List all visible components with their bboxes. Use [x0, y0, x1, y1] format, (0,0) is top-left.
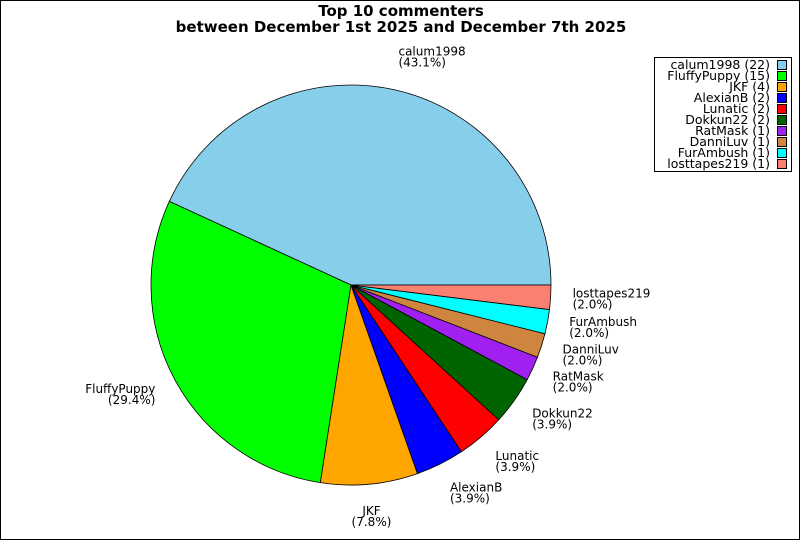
slice-percent: (2.0%): [563, 354, 603, 368]
title-line-2: between December 1st 2025 and December 7…: [175, 18, 627, 36]
slice-name: FluffyPuppy: [85, 382, 155, 396]
slice-name: Lunatic: [495, 449, 539, 463]
pie-slice-losttapes219: [350, 284, 552, 311]
slice-name: calum1998: [398, 44, 465, 58]
slice-percent: (2.0%): [569, 326, 609, 340]
legend-label: Dokkun22 (2): [685, 112, 770, 127]
legend-item: JKF (4): [655, 79, 791, 94]
legend-item: Lunatic (2): [655, 101, 791, 116]
slice-label: FluffyPuppy (29.4%): [85, 382, 155, 407]
legend-label: FluffyPuppy (15): [667, 68, 770, 83]
legend: calum1998 (22) FluffyPuppy (15) JKF (4) Ale…: [654, 57, 792, 172]
legend-item: FurAmbush (1): [655, 145, 791, 160]
legend-swatch: [777, 114, 787, 125]
legend-item: calum1998 (22): [655, 57, 791, 72]
pie-slice-JKF: [319, 284, 418, 486]
slice-name: AlexianB: [450, 481, 502, 495]
legend-swatch: [777, 70, 787, 81]
slice-label: Dokkun22 (3.9%): [532, 407, 593, 432]
slice-percent: (3.9%): [495, 460, 535, 474]
slice-label: Lunatic (3.9%): [495, 449, 539, 474]
legend-label: AlexianB (2): [693, 90, 770, 105]
legend-label: JKF (4): [729, 79, 770, 94]
legend-swatch: [777, 81, 787, 92]
legend-swatch: [777, 147, 787, 158]
legend-item: Dokkun22 (2): [655, 112, 791, 127]
legend-swatch: [777, 125, 787, 136]
slice-percent: (3.9%): [450, 492, 490, 506]
legend-item: losttapes219 (1): [655, 156, 791, 171]
legend-item: AlexianB (2): [655, 90, 791, 105]
legend-item: RatMask (1): [655, 123, 791, 138]
pie-slice-calum1998: [168, 84, 552, 286]
legend-item: FluffyPuppy (15): [655, 68, 791, 83]
legend-label: RatMask (1): [695, 123, 770, 138]
legend-swatch: [777, 59, 787, 70]
legend-label: FurAmbush (1): [677, 145, 770, 160]
slice-name: Dokkun22: [532, 407, 593, 421]
slice-percent: (43.1%): [398, 55, 445, 69]
slice-name: losttapes219: [573, 286, 651, 300]
slice-label: losttapes219 (2.0%): [573, 286, 651, 311]
slice-label: RatMask (2.0%): [553, 369, 604, 394]
legend-swatch: [777, 158, 787, 169]
slice-percent: (3.9%): [532, 418, 572, 432]
slice-label: DanniLuv (2.0%): [563, 343, 619, 368]
legend-swatch: [777, 136, 787, 147]
slice-name: JKF: [361, 504, 380, 518]
legend-label: calum1998 (22): [670, 57, 770, 72]
slice-label: AlexianB (3.9%): [450, 481, 502, 506]
slice-label: FurAmbush (2.0%): [569, 315, 637, 340]
legend-swatch: [777, 92, 787, 103]
slice-percent: (29.4%): [108, 393, 155, 407]
pie-slice-FluffyPuppy: [150, 200, 352, 484]
legend-item: DanniLuv (1): [655, 134, 791, 149]
slice-label: JKF (7.8%): [352, 504, 392, 529]
legend-label: Lunatic (2): [702, 101, 770, 116]
chart-title: Top 10 commenters between December 1st 2…: [1, 2, 799, 36]
slice-name: DanniLuv: [563, 343, 619, 357]
slice-label: calum1998 (43.1%): [398, 44, 465, 69]
legend-swatch: [777, 103, 787, 114]
legend-label: losttapes219 (1): [667, 156, 770, 171]
legend-label: DanniLuv (1): [689, 134, 770, 149]
slice-percent: (7.8%): [352, 515, 392, 529]
slice-percent: (2.0%): [573, 297, 613, 311]
slice-name: RatMask: [553, 369, 604, 383]
slice-name: FurAmbush: [569, 315, 637, 329]
title-line-1: Top 10 commenters: [318, 2, 484, 20]
slice-percent: (2.0%): [553, 380, 593, 394]
